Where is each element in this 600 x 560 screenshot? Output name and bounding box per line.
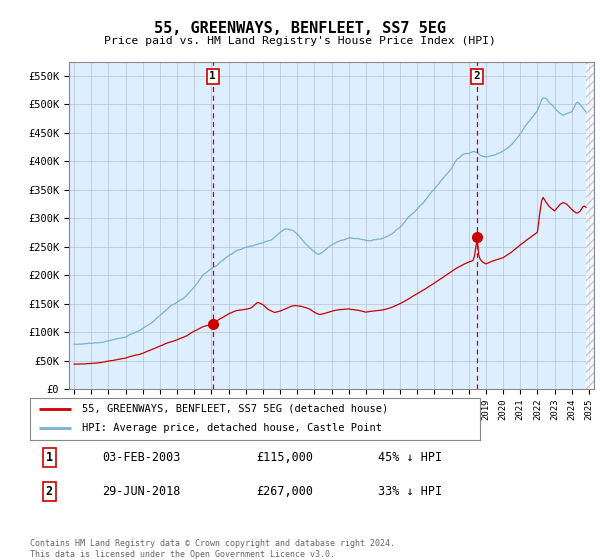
- Text: 1: 1: [46, 451, 53, 464]
- Text: 55, GREENWAYS, BENFLEET, SS7 5EG: 55, GREENWAYS, BENFLEET, SS7 5EG: [154, 21, 446, 36]
- Text: 03-FEB-2003: 03-FEB-2003: [102, 451, 180, 464]
- Text: 45% ↓ HPI: 45% ↓ HPI: [378, 451, 442, 464]
- Text: £267,000: £267,000: [256, 485, 313, 498]
- Text: £115,000: £115,000: [256, 451, 313, 464]
- Bar: [586, 62, 595, 389]
- Text: Price paid vs. HM Land Registry's House Price Index (HPI): Price paid vs. HM Land Registry's House …: [104, 36, 496, 46]
- Text: Contains HM Land Registry data © Crown copyright and database right 2024.
This d: Contains HM Land Registry data © Crown c…: [30, 539, 395, 559]
- Text: HPI: Average price, detached house, Castle Point: HPI: Average price, detached house, Cast…: [82, 423, 382, 433]
- Text: 29-JUN-2018: 29-JUN-2018: [102, 485, 180, 498]
- Text: 2: 2: [474, 71, 481, 81]
- Text: 33% ↓ HPI: 33% ↓ HPI: [378, 485, 442, 498]
- Text: 2: 2: [46, 485, 53, 498]
- Text: 1: 1: [209, 71, 216, 81]
- Text: 55, GREENWAYS, BENFLEET, SS7 5EG (detached house): 55, GREENWAYS, BENFLEET, SS7 5EG (detach…: [82, 404, 388, 414]
